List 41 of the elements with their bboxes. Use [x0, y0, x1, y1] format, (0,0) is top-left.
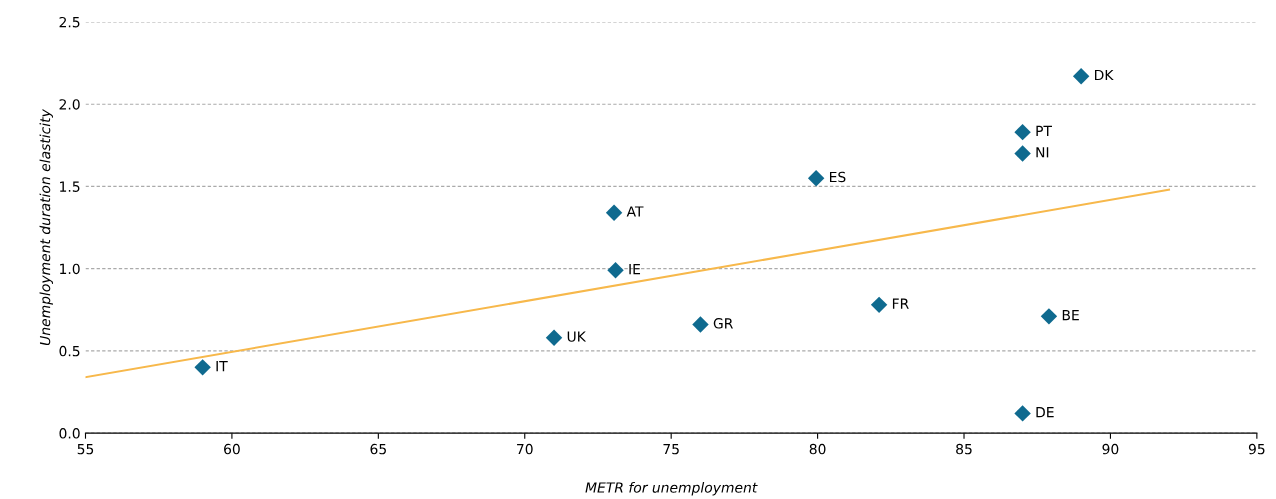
annotation: NI	[1036, 147, 1049, 158]
point	[607, 262, 624, 279]
point	[1014, 405, 1031, 422]
point	[1014, 123, 1031, 141]
y-tick-label: 0.5	[59, 345, 80, 357]
point	[870, 296, 888, 314]
y-tick-label: 1.5	[60, 181, 80, 192]
x-tick-label: 70	[517, 443, 533, 455]
annotation: UK	[567, 331, 587, 342]
point	[807, 169, 825, 187]
y-tick-label: 0.0	[59, 428, 80, 439]
annotation: ES	[830, 171, 846, 183]
x-tick-label: 60	[224, 443, 240, 455]
annotation: PT	[1036, 125, 1052, 136]
y-tick-label: 1.0	[60, 263, 80, 275]
y-tick-label: 2.0	[59, 99, 80, 110]
point	[1040, 308, 1058, 325]
x-tick-label: 55	[77, 443, 94, 455]
point	[1014, 145, 1031, 162]
annotation: GR	[713, 318, 733, 329]
point	[545, 329, 563, 346]
annotation: FR	[892, 298, 909, 309]
annotation: IE	[629, 264, 641, 275]
x-tick-label: 80	[809, 443, 826, 455]
point	[605, 204, 623, 221]
y-axis-title: Unemployment duration elasticity	[39, 109, 53, 346]
x-tick-label: 85	[956, 443, 972, 455]
y-tick-label: 2.5	[59, 16, 80, 28]
annotation: DE	[1036, 407, 1054, 418]
x-axis-title: METR for unemployment	[585, 481, 758, 496]
point	[1072, 68, 1090, 85]
x-tick-label: 75	[663, 443, 679, 455]
x-tick-label: 65	[370, 443, 386, 455]
x-tick-label: 95	[1248, 443, 1265, 455]
point	[194, 359, 211, 376]
point	[692, 316, 709, 333]
annotation: DK	[1095, 69, 1114, 81]
annotation: BE	[1062, 310, 1079, 321]
annotation: AT	[626, 206, 644, 217]
annotation: IT	[216, 361, 228, 372]
x-tick-label: 90	[1102, 443, 1119, 455]
